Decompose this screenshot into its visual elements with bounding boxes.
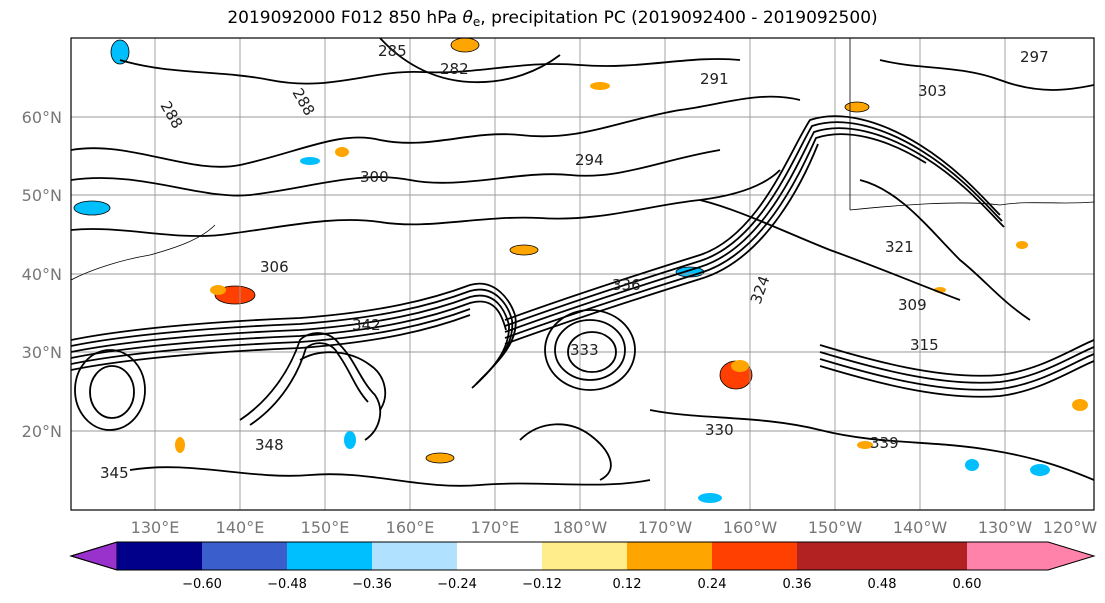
contour-label: 321: [885, 238, 914, 256]
contour-label: 330: [705, 421, 734, 439]
colorbar-outline: [69, 541, 1096, 571]
contour-label: 345: [100, 464, 129, 482]
colorbar-tick-label: −0.60: [182, 577, 222, 592]
theta-e-contours: [71, 38, 1094, 487]
lon-tick-label: 130°W: [978, 518, 1033, 537]
colorbar-segment: [797, 542, 882, 570]
colorbar: −0.60 −0.48 −0.36 −0.24 −0.12 0.12 0.24 …: [69, 541, 1096, 592]
colorbar-segment: [542, 542, 627, 570]
colorbar-tick-label: −0.36: [352, 577, 392, 592]
lat-tick-label: 20°N: [22, 422, 62, 441]
map-plot-area: 285 282 288 291 288 294 303 300 306 321 …: [71, 38, 1094, 510]
longitude-labels: 130°E 140°E 150°E 160°E 170°E 180°W 170°…: [131, 518, 1098, 537]
precip-shading: [73, 38, 1088, 503]
contour-label: 282: [440, 60, 469, 78]
contour-label: 297: [1020, 48, 1049, 66]
colorbar-segment: [117, 542, 202, 570]
colorbar-segment: [457, 542, 542, 570]
contour-label: 333: [570, 341, 599, 359]
lon-tick-label: 120°W: [1043, 518, 1098, 537]
contour-label: 309: [898, 296, 927, 314]
plot-frame: [70, 37, 1095, 511]
lon-tick-label: 160°W: [723, 518, 778, 537]
contour-label: 285: [378, 42, 407, 60]
lon-tick-label: 140°W: [893, 518, 948, 537]
contour-label: 342: [352, 316, 381, 334]
lon-tick-label: 160°E: [386, 518, 435, 537]
lon-tick-label: 170°E: [471, 518, 520, 537]
contour-label: 336: [612, 276, 641, 294]
colorbar-extend-max: [967, 542, 1094, 570]
lat-tick-label: 50°N: [22, 186, 62, 205]
contour-label: 315: [910, 336, 939, 354]
colorbar-tick-label: 0.24: [698, 577, 727, 592]
colorbar-tick-label: 0.60: [953, 577, 982, 592]
lon-tick-label: 150°W: [808, 518, 863, 537]
map-title: 2019092000 F012 850 hPa θe, precipitatio…: [227, 8, 878, 29]
colorbar-tick-label: −0.24: [437, 577, 477, 592]
colorbar-tick-label: −0.12: [522, 577, 562, 592]
contour-label: 306: [260, 258, 289, 276]
contour-label: 348: [255, 436, 284, 454]
colorbar-segment: [882, 542, 967, 570]
lon-tick-label: 150°E: [301, 518, 350, 537]
lon-tick-label: 180°W: [553, 518, 608, 537]
contour-label: 303: [918, 82, 947, 100]
colorbar-ticks: −0.60 −0.48 −0.36 −0.24 −0.12 0.12 0.24 …: [182, 577, 981, 592]
colorbar-extend-min: [69, 541, 118, 571]
lat-tick-label: 60°N: [22, 108, 62, 127]
colorbar-segment: [287, 542, 372, 570]
contour-label: 339: [870, 434, 899, 452]
latitude-labels: 60°N 50°N 40°N 30°N 20°N: [22, 108, 62, 441]
colorbar-segment: [372, 542, 457, 570]
lon-tick-label: 140°E: [216, 518, 265, 537]
colorbar-tick-label: 0.48: [868, 577, 897, 592]
contour-label: 291: [700, 70, 729, 88]
contour-label: 300: [360, 168, 389, 186]
colorbar-tick-label: −0.48: [267, 577, 307, 592]
lat-tick-label: 40°N: [22, 265, 62, 284]
colorbar-segment: [202, 542, 287, 570]
colorbar-tick-label: 0.12: [613, 577, 642, 592]
colorbar-tick-label: 0.36: [783, 577, 812, 592]
colorbar-segment: [627, 542, 712, 570]
lat-tick-label: 30°N: [22, 343, 62, 362]
contour-label: 294: [575, 151, 604, 169]
colorbar-segment: [712, 542, 797, 570]
lon-tick-label: 170°W: [638, 518, 693, 537]
lon-tick-label: 130°E: [131, 518, 180, 537]
